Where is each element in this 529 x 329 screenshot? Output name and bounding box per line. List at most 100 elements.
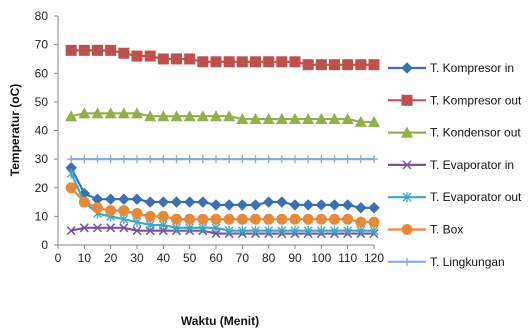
data-point	[146, 155, 155, 164]
data-point	[196, 110, 209, 122]
data-point	[368, 202, 380, 214]
data-point	[317, 155, 326, 164]
data-point	[78, 107, 91, 119]
data-point	[91, 107, 104, 119]
data-point	[80, 155, 89, 164]
data-point	[78, 44, 90, 56]
data-point	[341, 113, 354, 125]
data-point-stroke	[119, 223, 129, 233]
data-point	[118, 193, 130, 205]
x-tick-label: 10	[78, 251, 92, 265]
data-point	[66, 168, 76, 179]
data-point	[92, 223, 103, 233]
data-point	[157, 110, 170, 122]
legend-marker	[401, 126, 413, 138]
data-point	[66, 226, 76, 236]
data-point	[303, 225, 313, 236]
y-tick-label: 0	[41, 238, 48, 252]
data-point	[262, 113, 275, 125]
data-point	[289, 199, 301, 211]
data-point	[144, 50, 156, 62]
data-point	[251, 155, 260, 164]
data-point	[210, 199, 222, 211]
data-point	[118, 205, 130, 217]
data-point	[276, 56, 288, 68]
y-tick-label: 50	[35, 95, 49, 109]
x-tick-label: 40	[157, 251, 171, 265]
data-point	[263, 213, 275, 225]
legend-label: T. Evaporator in	[430, 158, 514, 172]
series-layer	[65, 44, 380, 239]
data-point	[133, 155, 141, 164]
series-7	[67, 155, 378, 164]
legend-marker	[403, 257, 411, 266]
data-point	[106, 155, 115, 164]
data-point	[276, 213, 288, 225]
y-tick-label: 10	[35, 209, 49, 223]
data-point	[355, 202, 367, 214]
legend-label: T. Box	[430, 223, 463, 237]
data-point	[170, 110, 183, 122]
series-6	[65, 182, 380, 228]
legend-marker	[402, 192, 412, 203]
data-point	[330, 155, 339, 164]
x-tick-label: 60	[209, 251, 223, 265]
data-point	[210, 213, 222, 225]
x-tick-label: 50	[183, 251, 197, 265]
data-point-stroke	[79, 223, 89, 233]
data-point-stroke	[106, 223, 116, 233]
data-point	[368, 115, 380, 127]
data-point	[277, 225, 287, 236]
data-point	[171, 213, 182, 225]
data-point	[223, 199, 235, 211]
data-point	[67, 155, 76, 164]
x-tick-label: 80	[262, 251, 276, 265]
data-point	[329, 213, 340, 225]
data-point	[105, 205, 117, 217]
data-point	[315, 59, 327, 71]
data-point	[330, 225, 339, 236]
legend-label: T. Kompresor out	[430, 93, 522, 107]
data-point	[262, 196, 275, 208]
data-point	[197, 56, 209, 68]
data-point	[290, 225, 300, 236]
data-point	[328, 113, 341, 125]
data-point	[171, 53, 182, 65]
data-point	[132, 226, 142, 236]
data-point	[315, 199, 328, 211]
data-point	[370, 155, 378, 164]
legend-marker-stroke	[402, 160, 412, 170]
data-point	[343, 225, 353, 236]
legend-item: T. Kompresor in	[388, 61, 514, 75]
data-point	[341, 199, 354, 211]
data-point	[65, 182, 77, 194]
data-point	[210, 110, 222, 122]
data-point	[105, 44, 117, 56]
data-point	[157, 196, 170, 208]
data-point	[223, 110, 236, 122]
legend-label: T. Evaporator out	[430, 190, 522, 204]
series-2	[65, 44, 380, 71]
data-point	[144, 196, 156, 208]
data-point	[354, 115, 367, 127]
data-point	[249, 113, 262, 125]
data-point	[131, 50, 143, 62]
data-point	[104, 193, 117, 205]
data-point	[118, 47, 130, 59]
legend-item: T. Kompresor out	[388, 93, 522, 107]
y-tick-label: 60	[35, 66, 49, 80]
data-point	[264, 225, 274, 236]
series-line	[70, 167, 374, 209]
data-point	[302, 213, 314, 225]
legend-item: T. Evaporator in	[388, 158, 514, 172]
data-point	[119, 155, 128, 164]
data-point	[250, 56, 261, 68]
x-tick-label: 20	[104, 251, 118, 265]
data-point	[315, 213, 327, 225]
y-tick-label: 70	[35, 38, 49, 52]
data-point	[355, 59, 367, 71]
data-point	[65, 110, 78, 122]
data-point	[183, 196, 196, 208]
data-point-stroke	[132, 226, 142, 236]
data-point	[117, 107, 130, 119]
